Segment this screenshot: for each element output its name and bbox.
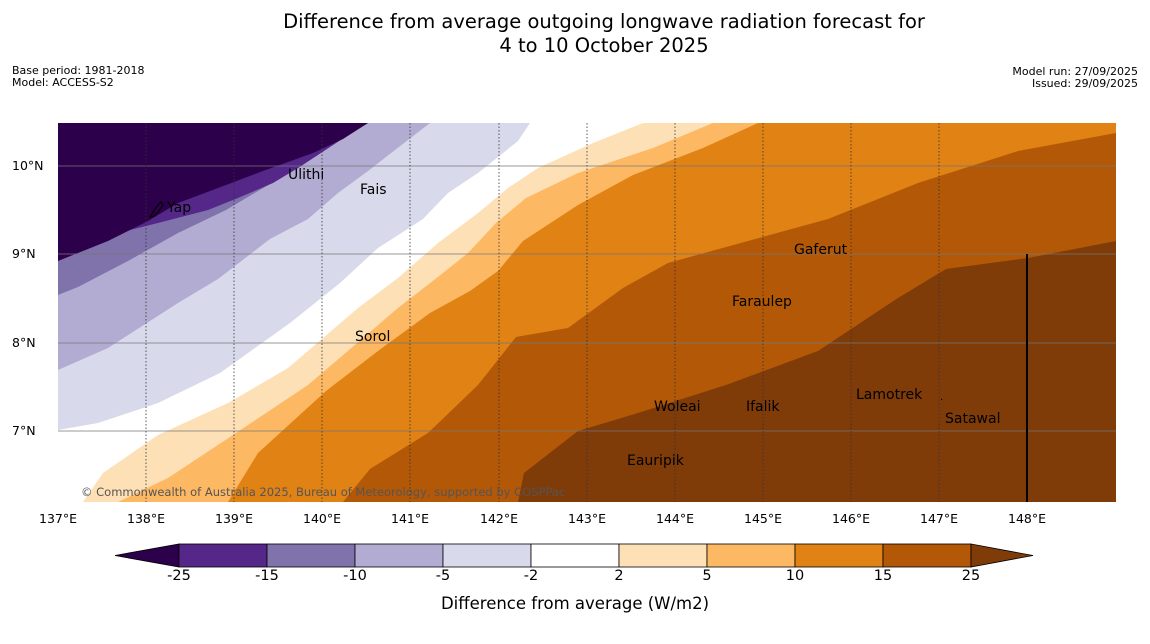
colorbar-tick: -10 [343,568,367,584]
colorbar-segment [794,543,884,568]
lat-label-10n: 10°N [12,158,44,173]
place-label-gaferut: Gaferut [794,242,848,258]
lon-label-142e: 142°E [479,511,519,526]
lat-label-9n: 9°N [12,246,36,261]
colorbar-tick: 5 [702,568,712,584]
run-info: Model run: 27/09/2025 Issued: 29/09/2025 [1012,66,1138,90]
place-label-woleai: Woleai [654,399,701,415]
copyright-notice: © Commonwealth of Australia 2025, Bureau… [81,485,566,499]
lat-label-8n: 8°N [12,335,36,350]
map-title: Difference from average outgoing longwav… [0,10,1150,58]
lon-label-141e: 141°E [390,511,430,526]
colorbar-segment [442,543,532,568]
lon-label-145e: 145°E [743,511,783,526]
lon-label-140e: 140°E [302,511,342,526]
lon-label-143e: 143°E [567,511,607,526]
colorbar-tick: -2 [523,568,539,584]
lon-label-147e: 147°E [919,511,959,526]
island-marker-dot: . [940,392,944,403]
colorbar-segment [178,543,268,568]
place-label-fais: Fais [360,182,387,198]
place-label-sorol: Sorol [355,329,391,345]
colorbar-segment [706,543,796,568]
base-info: Base period: 1981-2018 Model: ACCESS-S2 [12,65,144,89]
colorbar [114,543,1034,568]
colorbar-segment [354,543,444,568]
colorbar-tick: 2 [614,568,624,584]
base-period-text: Base period: 1981-2018 [12,64,145,77]
colorbar-label: Difference from average (W/m2) [440,594,710,613]
colorbar-tick: -5 [435,568,451,584]
band-lt-minus25 [58,123,368,261]
place-label-eauripik: Eauripik [627,453,684,469]
place-label-faraulep: Faraulep [732,294,792,310]
colorbar-extend-right [970,543,1034,568]
place-label-lamotrek: Lamotrek [856,387,923,403]
lon-label-137e: 137°E [38,511,78,526]
lon-label-148e: 148°E [1007,511,1047,526]
colorbar-tick: 25 [961,568,981,584]
colorbar-tick: -25 [167,568,191,584]
colorbar-segment [618,543,708,568]
place-label-ifalik: Ifalik [746,399,780,415]
colorbar-tick: 15 [873,568,893,584]
olr-anomaly-map [58,123,1116,502]
model-run-text: Model run: 27/09/2025 [1012,65,1138,78]
contour-fill-layer [58,123,1116,502]
map-title-line-1: Difference from average outgoing longwav… [283,10,925,33]
map-title-line-2: 4 to 10 October 2025 [499,34,709,57]
colorbar-segment [882,543,972,568]
colorbar-tick: 10 [785,568,805,584]
yap-island-outline [148,201,164,218]
lon-gridlines [145,123,940,502]
place-label-ulithi: Ulithi [288,167,325,183]
lon-label-144e: 144°E [655,511,695,526]
place-label-yap: Yap [167,200,192,216]
colorbar-segment [530,543,620,568]
place-label-satawal: Satawal [945,411,1001,427]
lon-label-138e: 138°E [126,511,166,526]
colorbar-segments [114,543,1034,568]
colorbar-segment [266,543,356,568]
colorbar-tick: -15 [255,568,279,584]
model-text: Model: ACCESS-S2 [12,76,114,89]
lon-label-146e: 146°E [831,511,871,526]
issued-text: Issued: 29/09/2025 [1031,77,1138,90]
lat-label-7n: 7°N [12,423,36,438]
lon-label-139e: 139°E [214,511,254,526]
colorbar-extend-left [114,543,180,568]
